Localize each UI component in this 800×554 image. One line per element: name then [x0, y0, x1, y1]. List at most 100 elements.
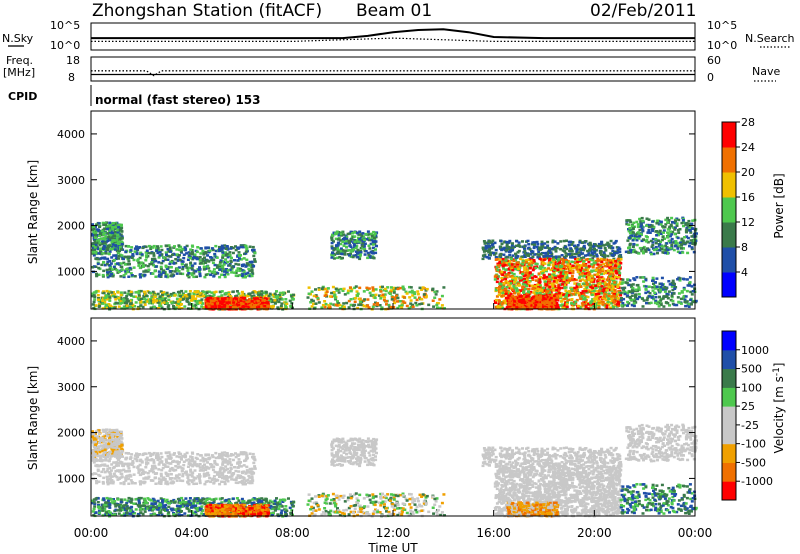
power-cell-614 — [253, 258, 256, 261]
power-cell-3077 — [494, 242, 497, 245]
power-cell-1204 — [123, 291, 126, 294]
power-cell-728 — [154, 276, 157, 279]
power-cell-4257 — [569, 268, 572, 271]
power-cell-1547 — [289, 305, 292, 308]
power-cell-3526 — [538, 272, 541, 275]
power-cell-2404 — [370, 233, 373, 236]
power-cell-811 — [116, 262, 119, 265]
power-cell-1426 — [232, 290, 235, 293]
power-cell-2734 — [389, 293, 392, 296]
freq-tick-bottom: 8 — [68, 71, 75, 84]
power-cell-2342 — [367, 254, 370, 256]
power-cell-946 — [171, 254, 174, 257]
power-cell-2664 — [427, 304, 430, 307]
power-cell-920 — [141, 253, 144, 256]
power-cell-2688 — [354, 301, 357, 304]
power-cell-4580 — [543, 277, 546, 280]
power-cell-564 — [99, 248, 102, 251]
power-cell-994 — [129, 249, 132, 252]
power-cell-2691 — [408, 291, 411, 294]
power-cell-1676 — [177, 300, 180, 303]
power-cell-2435 — [355, 247, 358, 250]
power-cell-1646 — [282, 291, 285, 294]
power-cell-2562 — [425, 296, 428, 299]
power-cell-666 — [227, 273, 230, 276]
power-cell-2728 — [406, 292, 409, 295]
power-cell-2319 — [337, 242, 340, 245]
power-cell-4458 — [572, 265, 575, 268]
power-cell-3122 — [540, 253, 543, 256]
power-cell-2447 — [335, 232, 338, 235]
power-cell-4042 — [497, 269, 500, 272]
power-cell-892 — [123, 274, 126, 277]
power-cell-850 — [198, 266, 201, 269]
power-cell-781 — [169, 248, 172, 251]
power-cell-4481 — [513, 281, 516, 284]
power-cell-2738 — [391, 298, 394, 301]
power-cell-950 — [189, 248, 192, 251]
power-cell-4515 — [563, 279, 566, 282]
power-cell-919 — [106, 249, 109, 252]
power-cell-2480 — [414, 302, 417, 305]
power-cell-2401 — [368, 233, 371, 236]
power-cell-2591 — [309, 301, 312, 304]
power-cell-298 — [108, 222, 111, 225]
power-cell-924 — [219, 261, 222, 264]
power-cell-4523 — [545, 290, 548, 293]
power-cell-4475 — [548, 275, 551, 278]
power-cell-3138 — [487, 250, 490, 253]
power-cell-3051 — [611, 254, 614, 256]
power-cell-857 — [235, 274, 238, 277]
power-cell-4546 — [600, 292, 603, 295]
power-cell-838 — [130, 246, 133, 249]
power-cell-4218 — [548, 279, 551, 282]
power-cell-4566 — [552, 263, 555, 266]
power-cell-1326 — [150, 292, 153, 295]
power-cell-2504 — [410, 299, 413, 302]
power-cell-1572 — [248, 293, 251, 296]
power-cell-3111 — [543, 256, 546, 259]
power-cell-3141 — [509, 251, 512, 254]
power-cell-3010 — [613, 242, 616, 245]
power-cell-4599 — [613, 281, 616, 284]
power-cell-676 — [191, 245, 194, 248]
power-cell-2606 — [413, 293, 416, 296]
power-cell-942 — [126, 271, 129, 274]
power-cell-576 — [199, 252, 202, 255]
power-cell-979 — [131, 274, 134, 277]
power-cell-1549 — [101, 299, 104, 302]
power-cell-4527 — [598, 306, 601, 309]
power-cell-1371 — [195, 291, 198, 294]
power-cell-2432 — [371, 252, 374, 255]
power-cell-598 — [137, 264, 140, 267]
power-cell-4397 — [505, 268, 508, 271]
power-cell-3016 — [565, 255, 568, 257]
power-cell-933 — [127, 245, 130, 248]
power-cell-3124 — [488, 257, 491, 260]
power-cell-4582 — [563, 265, 566, 268]
power-cell-925 — [91, 266, 94, 269]
power-cell-2706 — [308, 293, 311, 296]
power-cell-1617 — [119, 302, 122, 305]
power-cell-280 — [102, 233, 105, 236]
power-cell-3134 — [569, 247, 572, 250]
power-cell-877 — [136, 248, 139, 251]
power-cell-3731 — [503, 271, 506, 274]
power-cell-793 — [226, 253, 229, 256]
power-cell-3107 — [506, 245, 509, 248]
power-cell-853 — [252, 246, 255, 249]
power-cell-944 — [234, 263, 237, 266]
power-cell-868 — [154, 270, 157, 273]
power-cell-2417 — [342, 233, 345, 236]
power-cell-879 — [115, 254, 118, 256]
power-cell-3117 — [525, 254, 528, 257]
power-cell-3780 — [539, 258, 542, 261]
power-cell-3026 — [602, 244, 605, 247]
power-cell-3019 — [555, 250, 558, 253]
power-cell-4443 — [590, 270, 593, 273]
power-cell-2429 — [356, 256, 359, 259]
power-cell-4427 — [568, 290, 571, 293]
power-cell-1610 — [137, 297, 140, 300]
power-cell-844 — [228, 264, 231, 267]
power-cell-4229 — [543, 274, 546, 277]
